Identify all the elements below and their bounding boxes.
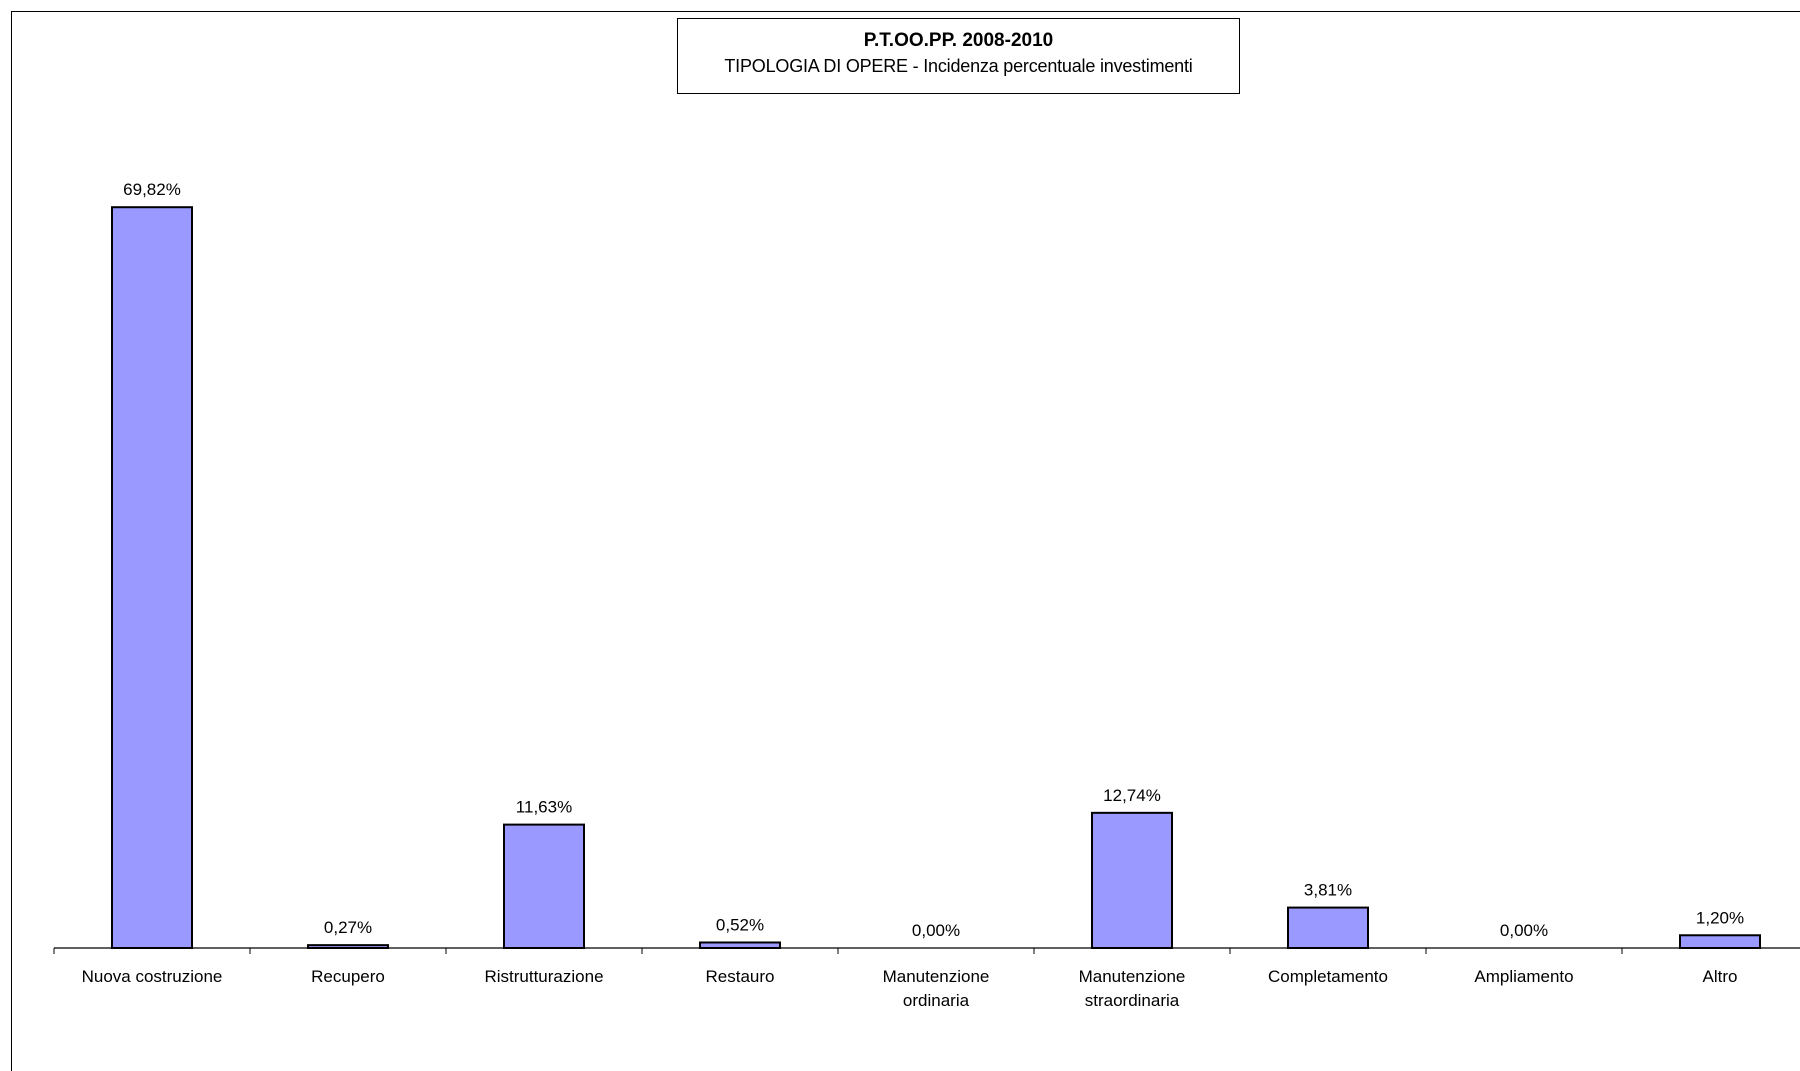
x-tick-label-2: Ristrutturazione [484, 967, 603, 986]
bar-8 [1679, 934, 1761, 950]
x-tick-label-5: Manutenzione straordinaria [1079, 967, 1186, 1010]
bar-0 [111, 206, 193, 950]
bar-6 [1287, 906, 1369, 950]
data-label-7: 0,00% [1500, 921, 1548, 940]
x-tick-label-1: Recupero [311, 967, 385, 986]
data-label-3: 0,52% [716, 915, 764, 934]
bar-5 [1091, 811, 1173, 950]
x-tick-label-4: Manutenzione ordinaria [883, 967, 990, 1010]
x-tick-label-8: Altro [1703, 967, 1738, 986]
data-label-5: 12,74% [1103, 786, 1161, 805]
chart-title: P.T.OO.PP. 2008-2010 [863, 30, 1054, 51]
x-tick-label-0: Nuova costruzione [82, 967, 223, 986]
chart-subtitle: TIPOLOGIA DI OPERE - Incidenza percentua… [724, 56, 1193, 76]
data-label-6: 3,81% [1304, 881, 1352, 900]
data-label-1: 0,27% [324, 918, 372, 937]
x-tick-label-7: Ampliamento [1474, 967, 1573, 986]
bar-3 [699, 941, 781, 949]
x-tick-label-6: Completamento [1268, 967, 1388, 986]
data-label-0: 69,82% [123, 180, 181, 199]
chart-title-box: P.T.OO.PP. 2008-2010 TIPOLOGIA DI OPERE … [677, 18, 1240, 94]
data-label-8: 1,20% [1696, 908, 1744, 927]
data-label-4: 0,00% [912, 921, 960, 940]
data-label-2: 11,63% [516, 798, 572, 817]
bar-2 [503, 823, 585, 950]
chart-area [11, 11, 1800, 1071]
x-tick-label-3: Restauro [706, 967, 775, 986]
